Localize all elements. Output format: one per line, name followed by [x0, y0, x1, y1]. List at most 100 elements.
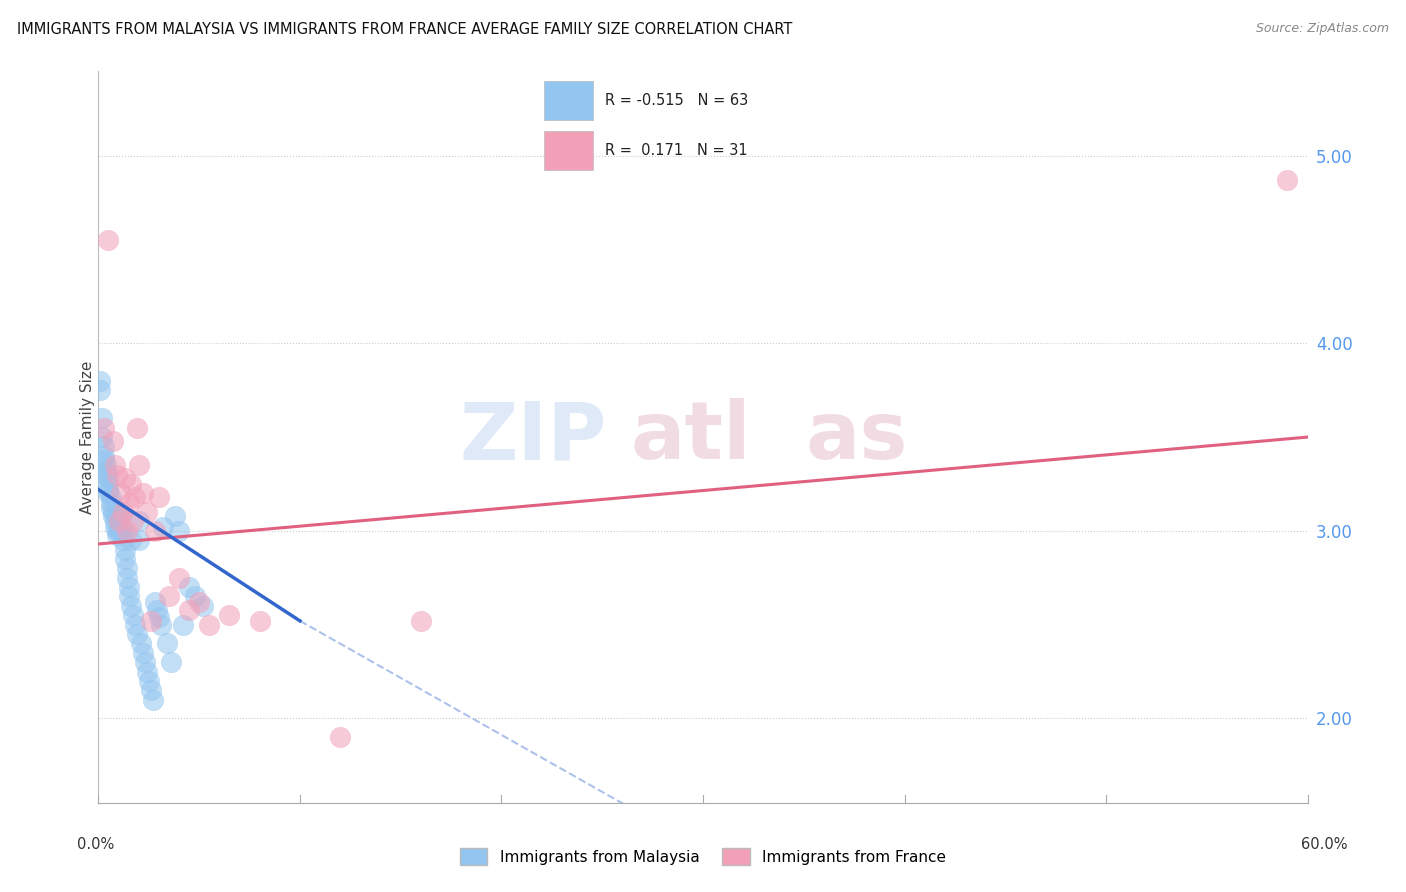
Point [110, 486, 132, 500]
Point [97, 471, 120, 485]
Point [135, 505, 157, 519]
Point [128, 533, 150, 548]
Point [152, 520, 174, 534]
Point [114, 552, 136, 566]
Point [114, 542, 136, 557]
Point [125, 420, 148, 434]
Point [100, 490, 122, 504]
Point [107, 524, 129, 538]
Point [115, 571, 138, 585]
Point [132, 646, 155, 660]
Point [110, 520, 132, 534]
Point [132, 486, 155, 500]
Point [96, 458, 118, 473]
Point [89, 383, 111, 397]
Point [409, 614, 432, 628]
Text: atl: atl [630, 398, 751, 476]
Point [103, 515, 125, 529]
Point [93, 449, 115, 463]
Point [118, 590, 141, 604]
Point [120, 477, 142, 491]
Text: as: as [806, 398, 908, 476]
Text: ZIP: ZIP [458, 398, 606, 476]
Point [1277, 173, 1299, 187]
Point [167, 524, 190, 538]
FancyBboxPatch shape [544, 131, 593, 169]
Point [134, 655, 156, 669]
Point [329, 730, 352, 744]
Point [124, 490, 146, 504]
Point [111, 524, 134, 538]
Point [143, 524, 166, 538]
Text: IMMIGRANTS FROM MALAYSIA VS IMMIGRANTS FROM FRANCE AVERAGE FAMILY SIZE CORRELATI: IMMIGRANTS FROM MALAYSIA VS IMMIGRANTS F… [17, 22, 792, 37]
Point [105, 527, 128, 541]
Point [107, 515, 129, 529]
Point [115, 524, 138, 538]
Point [129, 636, 152, 650]
Point [198, 617, 221, 632]
Point [100, 501, 122, 516]
Point [179, 580, 201, 594]
Point [149, 617, 172, 632]
Point [97, 483, 120, 497]
Point [91, 430, 114, 444]
Point [107, 515, 129, 529]
Point [179, 602, 201, 616]
Point [121, 608, 143, 623]
Point [93, 452, 115, 467]
Point [138, 673, 160, 688]
FancyBboxPatch shape [544, 81, 593, 120]
Point [128, 515, 150, 529]
Point [101, 508, 124, 523]
Point [91, 411, 114, 425]
Point [148, 610, 170, 624]
Point [135, 665, 157, 679]
Text: R = -0.515   N = 63: R = -0.515 N = 63 [606, 93, 748, 108]
Point [125, 627, 148, 641]
Point [111, 505, 134, 519]
Point [96, 464, 118, 478]
Point [188, 595, 211, 609]
Point [97, 477, 120, 491]
Point [167, 571, 190, 585]
Point [160, 655, 183, 669]
Point [105, 524, 128, 538]
Point [111, 533, 134, 548]
Point [184, 590, 207, 604]
Point [97, 233, 120, 247]
Legend: Immigrants from Malaysia, Immigrants from France: Immigrants from Malaysia, Immigrants fro… [454, 842, 952, 871]
Point [105, 467, 128, 482]
Point [146, 602, 169, 616]
Point [93, 420, 115, 434]
Point [97, 486, 120, 500]
Point [218, 608, 240, 623]
Point [156, 636, 179, 650]
Point [143, 595, 166, 609]
Point [110, 508, 132, 523]
Point [100, 496, 122, 510]
Point [118, 496, 141, 510]
Point [163, 508, 186, 523]
Point [96, 467, 118, 482]
Text: 60.0%: 60.0% [1301, 838, 1348, 852]
Y-axis label: Average Family Size: Average Family Size [80, 360, 94, 514]
Point [249, 614, 271, 628]
Point [114, 471, 136, 485]
Point [139, 683, 162, 698]
Point [148, 490, 170, 504]
Point [193, 599, 215, 613]
Point [118, 580, 141, 594]
Point [103, 520, 125, 534]
Point [101, 505, 124, 519]
Point [124, 617, 146, 632]
Point [89, 374, 111, 388]
Point [107, 505, 129, 519]
Point [101, 434, 124, 448]
Point [121, 515, 143, 529]
Point [139, 614, 162, 628]
Point [103, 458, 125, 473]
Point [115, 561, 138, 575]
Point [172, 617, 194, 632]
Point [120, 533, 142, 548]
Text: 0.0%: 0.0% [77, 838, 114, 852]
